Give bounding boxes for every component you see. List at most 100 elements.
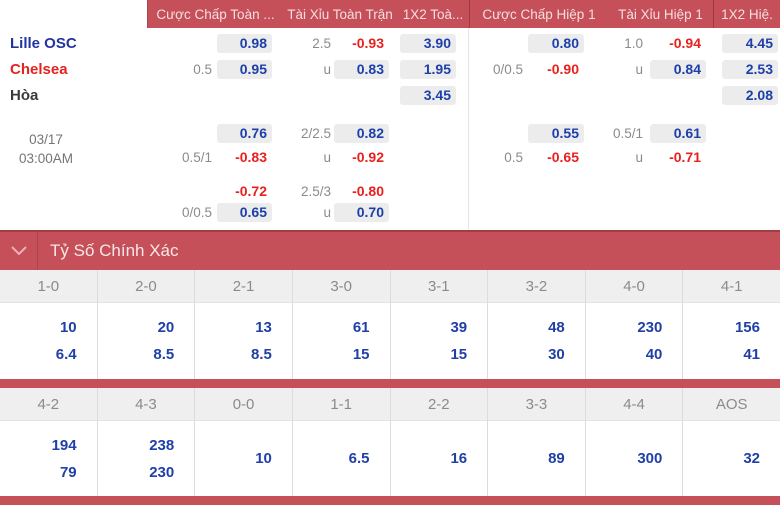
odds-body: Lille OSC 0.98 2.5 -0.93 3.90 0.80 1.0 -… [0, 28, 780, 230]
score-odds[interactable]: 230 40 [586, 303, 683, 379]
match-datetime: 03/17 03:00AM [0, 130, 92, 168]
over-under-full-odds[interactable]: -0.92 [352, 149, 384, 165]
handicap-full-line: 0.5/1 [181, 150, 212, 165]
handicap-h1-odds[interactable]: -0.90 [547, 61, 579, 77]
1x2-full-odds[interactable]: 3.45 [400, 86, 456, 105]
over-under-full-line: 2/2.5 [300, 126, 331, 141]
score-cell: AOS 32 [683, 388, 780, 496]
score-odds-value[interactable]: 15 [450, 346, 468, 363]
handicap-full-odds[interactable]: -0.72 [235, 183, 267, 199]
over-under-h1-line: u [635, 150, 643, 165]
odds-row-home: Lille OSC 0.98 2.5 -0.93 3.90 0.80 1.0 -… [0, 34, 780, 53]
score-odds-value[interactable]: 20 [157, 319, 175, 336]
score-label: 4-3 [97, 388, 195, 421]
over-under-full-odds[interactable]: 0.70 [334, 203, 389, 222]
score-odds-value[interactable]: 10 [59, 319, 77, 336]
match-time: 03:00AM [18, 151, 74, 166]
score-odds-value[interactable]: 30 [548, 346, 565, 363]
1x2-h1-odds[interactable]: 4.45 [722, 34, 778, 53]
score-odds[interactable]: 156 41 [683, 303, 780, 379]
draw-label: Hòa [10, 87, 39, 104]
over-under-full-odds[interactable]: 0.83 [334, 60, 389, 79]
score-odds[interactable]: 10 [195, 421, 292, 496]
score-odds[interactable]: 194 79 [0, 421, 97, 496]
over-under-full-odds[interactable]: -0.93 [352, 35, 384, 51]
score-odds-value[interactable]: 300 [637, 450, 663, 467]
over-under-h1-odds[interactable]: 0.84 [650, 60, 706, 79]
handicap-full-odds[interactable]: 0.76 [217, 124, 272, 143]
score-odds-value[interactable]: 16 [450, 450, 468, 467]
column-header-handicap-full: Cược Chấp Toàn ... [156, 6, 275, 22]
score-odds-value[interactable]: 32 [743, 450, 760, 467]
handicap-full-odds[interactable]: 0.98 [217, 34, 272, 53]
odds-column-header-bar: Cược Chấp Toàn ... Tài Xỉu Toàn Trận 1X2… [147, 0, 780, 28]
handicap-full-odds[interactable]: 0.65 [217, 203, 272, 222]
score-odds[interactable]: 238 230 [98, 421, 195, 496]
score-odds-value[interactable]: 15 [352, 346, 370, 363]
over-under-full-odds[interactable]: 0.82 [334, 124, 389, 143]
score-odds-value[interactable]: 61 [352, 319, 370, 336]
chevron-down-icon [10, 242, 27, 260]
1x2-h1-odds[interactable]: 2.08 [722, 86, 778, 105]
correct-score-title: Tỷ Số Chính Xác [50, 241, 179, 260]
score-odds-value[interactable]: 40 [645, 346, 663, 363]
score-odds-value[interactable]: 6.4 [55, 346, 77, 363]
score-cell: 4-0 230 40 [585, 270, 684, 379]
score-odds[interactable]: 89 [488, 421, 585, 496]
handicap-full-odds[interactable]: -0.83 [235, 149, 267, 165]
score-label: AOS [683, 388, 780, 421]
score-odds-value[interactable]: 39 [450, 319, 468, 336]
score-odds[interactable]: 48 30 [488, 303, 585, 379]
score-odds-value[interactable]: 79 [59, 463, 77, 481]
handicap-h1-odds[interactable]: -0.65 [547, 149, 579, 165]
score-odds[interactable]: 6.5 [293, 421, 390, 496]
collapse-toggle[interactable] [0, 232, 38, 270]
score-cell: 4-2 194 79 [0, 388, 98, 496]
score-odds[interactable]: 10 6.4 [0, 303, 97, 379]
over-under-h1-odds[interactable]: 0.61 [650, 124, 706, 143]
score-label: 2-2 [390, 388, 488, 421]
over-under-h1-odds[interactable]: -0.94 [669, 35, 701, 51]
score-odds-value[interactable]: 13 [255, 319, 272, 336]
handicap-full-line [148, 124, 212, 143]
score-odds[interactable]: 39 15 [391, 303, 488, 379]
score-odds-value[interactable]: 6.5 [348, 450, 370, 467]
score-odds[interactable]: 61 15 [293, 303, 390, 379]
score-odds-value[interactable]: 156 [734, 319, 760, 336]
over-under-h1-line: 0.5/1 [612, 126, 643, 141]
column-header-1x2-full: 1X2 Toà... [402, 6, 464, 22]
handicap-full-odds[interactable]: 0.95 [217, 60, 272, 79]
score-label: 4-0 [585, 270, 683, 303]
over-under-full-odds[interactable]: -0.80 [352, 183, 384, 199]
score-odds[interactable]: 300 [586, 421, 683, 496]
score-odds-value[interactable]: 230 [149, 463, 175, 481]
score-odds-value[interactable]: 238 [149, 436, 175, 454]
score-label: 3-3 [488, 388, 585, 421]
1x2-full-odds[interactable]: 3.90 [400, 34, 456, 53]
over-under-h1-odds[interactable]: -0.71 [669, 149, 701, 165]
score-cell: 4-3 238 230 [97, 388, 196, 496]
score-odds[interactable]: 32 [683, 421, 780, 496]
1x2-h1-odds[interactable]: 2.53 [722, 60, 778, 79]
odds-row-draw: Hòa 3.45 2.08 [0, 86, 780, 105]
handicap-h1-odds[interactable]: 0.55 [528, 124, 584, 143]
score-odds-value[interactable]: 230 [637, 319, 663, 336]
correct-score-section-bar[interactable]: Tỷ Số Chính Xác [0, 230, 780, 270]
score-odds[interactable]: 13 8.5 [195, 303, 292, 379]
score-odds-value[interactable]: 194 [51, 436, 77, 454]
1x2-full-odds[interactable]: 1.95 [400, 60, 456, 79]
score-odds-value[interactable]: 89 [548, 450, 565, 467]
score-label: 0-0 [195, 388, 292, 421]
score-odds[interactable]: 16 [391, 421, 488, 496]
score-odds-value[interactable]: 48 [548, 319, 565, 336]
score-odds-value[interactable]: 10 [255, 450, 272, 467]
score-odds[interactable]: 20 8.5 [98, 303, 195, 379]
handicap-h1-odds[interactable]: 0.80 [528, 34, 584, 53]
score-odds-value[interactable]: 8.5 [153, 346, 175, 363]
handicap-full-line [148, 34, 212, 53]
score-cell: 4-1 156 41 [683, 270, 780, 379]
score-odds-value[interactable]: 8.5 [251, 346, 272, 363]
score-odds-value[interactable]: 41 [743, 346, 760, 363]
over-under-h1-line: u [635, 62, 643, 77]
